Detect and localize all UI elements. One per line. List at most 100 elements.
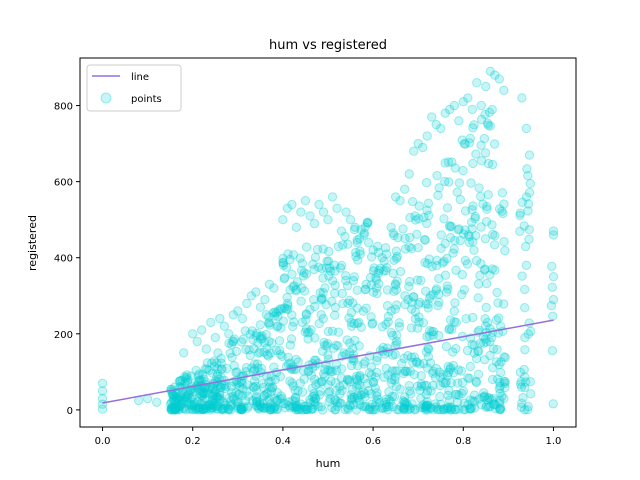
scatter-point (279, 273, 290, 283)
scatter-point (347, 384, 357, 395)
scatter-point (278, 258, 288, 268)
scatter-point (175, 400, 185, 410)
scatter-point (359, 402, 370, 412)
scatter-point (471, 376, 481, 386)
scatter-point (547, 261, 557, 271)
scatter-point (261, 310, 272, 320)
scatter-point (185, 393, 196, 404)
scatter-point (443, 367, 454, 378)
scatter-point (255, 334, 266, 344)
scatter-point (519, 405, 530, 415)
scatter-point (174, 405, 184, 415)
scatter-point (256, 402, 267, 412)
scatter-point (319, 337, 329, 348)
scatter-point (213, 392, 223, 402)
scatter-point (443, 157, 454, 167)
scatter-point (398, 396, 408, 406)
scatter-point (473, 346, 484, 356)
scatter-point (515, 367, 525, 377)
scatter-point (330, 288, 340, 298)
scatter-point (372, 356, 382, 366)
scatter-point (350, 335, 360, 346)
scatter-point (235, 404, 246, 414)
scatter-point (416, 379, 426, 389)
scatter-point (259, 391, 269, 401)
scatter-point (459, 398, 470, 408)
scatter-point (338, 240, 348, 250)
x-tick-label: 0.8 (455, 436, 471, 447)
scatter-point (309, 391, 320, 401)
scatter-point (297, 283, 307, 293)
scatter-point (324, 397, 334, 407)
scatter-point (270, 393, 280, 404)
scatter-point (405, 366, 415, 376)
scatter-point (222, 363, 232, 374)
scatter-point (314, 378, 324, 388)
scatter-point (219, 398, 229, 409)
scatter-point (323, 256, 334, 266)
scatter-point (324, 246, 334, 257)
scatter-point (166, 404, 176, 414)
scatter-point (378, 266, 389, 276)
scatter-point (422, 331, 432, 342)
scatter-point (309, 388, 319, 399)
scatter-point (453, 365, 464, 375)
scatter-point (463, 373, 473, 383)
scatter-point (290, 402, 301, 413)
trend-line (102, 319, 554, 404)
scatter-point (197, 404, 208, 415)
scatter-point (267, 338, 277, 348)
scatter-point (389, 392, 400, 402)
scatter-point (499, 393, 509, 404)
scatter-point (464, 237, 475, 248)
scatter-point (339, 348, 349, 358)
scatter-point (495, 381, 505, 391)
scatter-point (289, 317, 299, 327)
scatter-point (297, 265, 307, 276)
scatter-point (432, 404, 442, 414)
y-tick-label: 800 (54, 102, 73, 113)
scatter-point (251, 385, 262, 395)
scatter-point (173, 404, 184, 414)
scatter-point (291, 286, 301, 296)
scatter-point (197, 387, 208, 398)
scatter-point (360, 392, 370, 402)
scatter-point (271, 395, 282, 406)
scatter-point (232, 367, 242, 377)
scatter-point (446, 404, 457, 415)
scatter-point (171, 404, 181, 414)
scatter-point (252, 401, 262, 411)
scatter-point (223, 405, 234, 415)
scatter-point (325, 266, 336, 276)
data-point (481, 81, 491, 92)
scatter-point (403, 294, 413, 305)
scatter-point (212, 392, 222, 402)
scatter-point (442, 281, 452, 291)
scatter-point (480, 148, 491, 158)
scatter-point (400, 291, 410, 301)
scatter-point (386, 327, 396, 338)
scatter-point (237, 404, 247, 415)
scatter-point (273, 311, 283, 322)
scatter-point (212, 358, 222, 368)
scatter-point (359, 388, 370, 399)
scatter-point (293, 357, 303, 367)
data-point (224, 329, 234, 339)
scatter-point (445, 221, 455, 231)
scatter-point (344, 295, 355, 306)
scatter-point (473, 279, 484, 289)
scatter-point (447, 324, 457, 335)
scatter-point (519, 364, 529, 375)
data-point (300, 196, 311, 206)
scatter-point (292, 277, 303, 287)
scatter-point (290, 385, 300, 395)
scatter-point (290, 392, 301, 403)
scatter-point (170, 401, 180, 412)
scatter-point (420, 234, 430, 245)
scatter-point (398, 368, 409, 379)
scatter-point (523, 329, 534, 339)
scatter-point (373, 268, 383, 278)
scatter-point (199, 374, 209, 384)
scatter-point (386, 378, 396, 388)
scatter-point (433, 190, 443, 201)
